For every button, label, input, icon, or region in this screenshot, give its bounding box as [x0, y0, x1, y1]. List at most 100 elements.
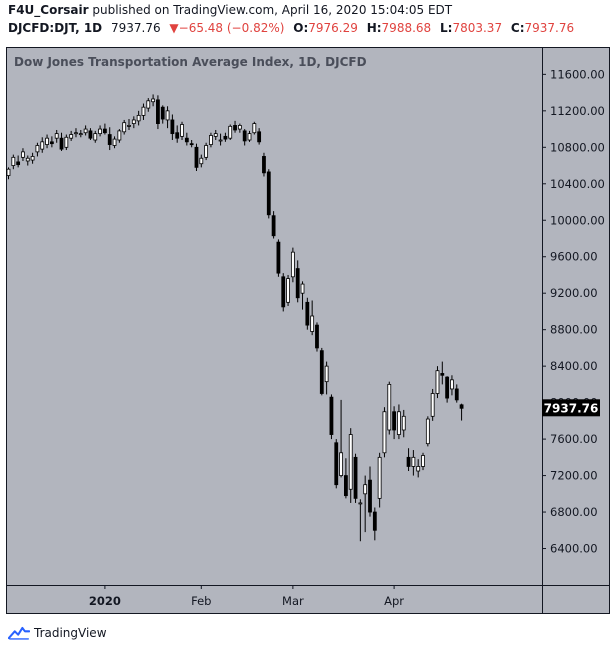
candle-body [98, 128, 102, 135]
published-text: published on TradingView.com, April 16, … [92, 3, 453, 17]
candle [334, 439, 339, 489]
candle [416, 459, 421, 478]
candle-body [6, 168, 11, 176]
candle [83, 125, 88, 136]
candle [430, 388, 435, 421]
candle-body [233, 125, 237, 131]
candle [411, 450, 416, 476]
candle [440, 361, 445, 385]
candle-body [266, 171, 271, 216]
candle [247, 130, 252, 142]
candlestick-chart[interactable]: Dow Jones Transportation Average Index, … [0, 0, 615, 620]
candle [151, 94, 156, 107]
candle [54, 129, 59, 143]
candle-body [343, 475, 348, 497]
candle-body [339, 452, 343, 476]
candle [117, 129, 122, 143]
candle-body [397, 411, 401, 435]
candle-body [387, 383, 392, 431]
price-tick-label: 10800.00 [550, 140, 605, 154]
candle [397, 404, 401, 440]
candle [295, 260, 300, 303]
candle [421, 452, 425, 471]
tradingview-footer[interactable]: TradingView [8, 622, 107, 644]
price-axis[interactable] [542, 47, 610, 585]
candle [401, 409, 406, 438]
candle [59, 132, 64, 151]
last-price-tag: 7937.76 [542, 399, 600, 417]
plot-area[interactable] [6, 47, 542, 585]
candle-body [300, 283, 305, 294]
candle [49, 136, 54, 148]
candle-body [459, 404, 464, 409]
open-label: O: [293, 21, 309, 35]
author-name[interactable]: F4U_Corsair [8, 3, 89, 17]
candle-body [290, 251, 295, 278]
candle-body [146, 100, 151, 109]
candle [45, 134, 49, 149]
candle-body [334, 442, 339, 486]
candle-body [165, 110, 170, 121]
candle-body [45, 137, 49, 145]
candle [372, 507, 377, 541]
candle [290, 247, 295, 283]
time-axis[interactable] [6, 585, 542, 614]
chart-title: Dow Jones Transportation Average Index, … [14, 55, 367, 69]
symbol-label: DJCFD:DJT, 1D [8, 21, 103, 35]
candle-body [151, 98, 156, 103]
time-tick-label: Feb [191, 594, 211, 608]
candle-body [213, 133, 218, 137]
high-value: 7988.68 [381, 21, 432, 35]
candle [98, 125, 102, 137]
change-value: −65.48 (−0.82%) [178, 21, 285, 35]
candle [184, 132, 189, 146]
candle-body [348, 434, 353, 490]
candle [358, 499, 363, 542]
candle-body [16, 161, 21, 166]
candle-body [122, 122, 127, 133]
candle [69, 130, 74, 141]
candle [242, 129, 247, 146]
candle-body [445, 376, 450, 399]
candle-body [315, 324, 319, 349]
close-label: C: [510, 21, 525, 35]
corner-cell [542, 585, 610, 614]
candle [281, 273, 286, 312]
candle [271, 211, 276, 239]
candle [445, 376, 450, 403]
last-price: 7937.76 [110, 21, 161, 35]
close-value: 7937.76 [524, 21, 575, 35]
price-tick-label: 10400.00 [550, 177, 605, 191]
candle-body [59, 137, 64, 150]
candle-body [430, 393, 435, 417]
price-tick-label: 9200.00 [550, 286, 598, 300]
candle [387, 381, 392, 435]
candle [343, 458, 348, 499]
candle-body [435, 370, 440, 394]
candle-body [271, 215, 276, 237]
candle [310, 300, 315, 336]
price-tick-label: 7200.00 [550, 469, 598, 483]
candle [450, 375, 454, 396]
candle-body [69, 134, 74, 139]
candle-body [368, 479, 372, 513]
candle-body [450, 379, 454, 390]
candle [300, 281, 305, 310]
time-tick-label: Mar [282, 594, 304, 608]
candle-body [416, 466, 421, 472]
price-tick-label: 6400.00 [550, 542, 598, 556]
candle-body [160, 106, 165, 120]
candle-body [392, 411, 397, 431]
candle [107, 127, 112, 151]
candle-body [319, 350, 324, 394]
candle-body [305, 301, 310, 326]
candle [170, 114, 175, 141]
candle-body [78, 133, 83, 136]
candle [377, 452, 382, 508]
candle-body [74, 132, 78, 135]
last-price-tag-label: 7937.76 [544, 401, 599, 415]
candle-body [257, 131, 262, 143]
candle-body [35, 145, 40, 153]
candles [6, 94, 464, 542]
candle [6, 167, 11, 180]
